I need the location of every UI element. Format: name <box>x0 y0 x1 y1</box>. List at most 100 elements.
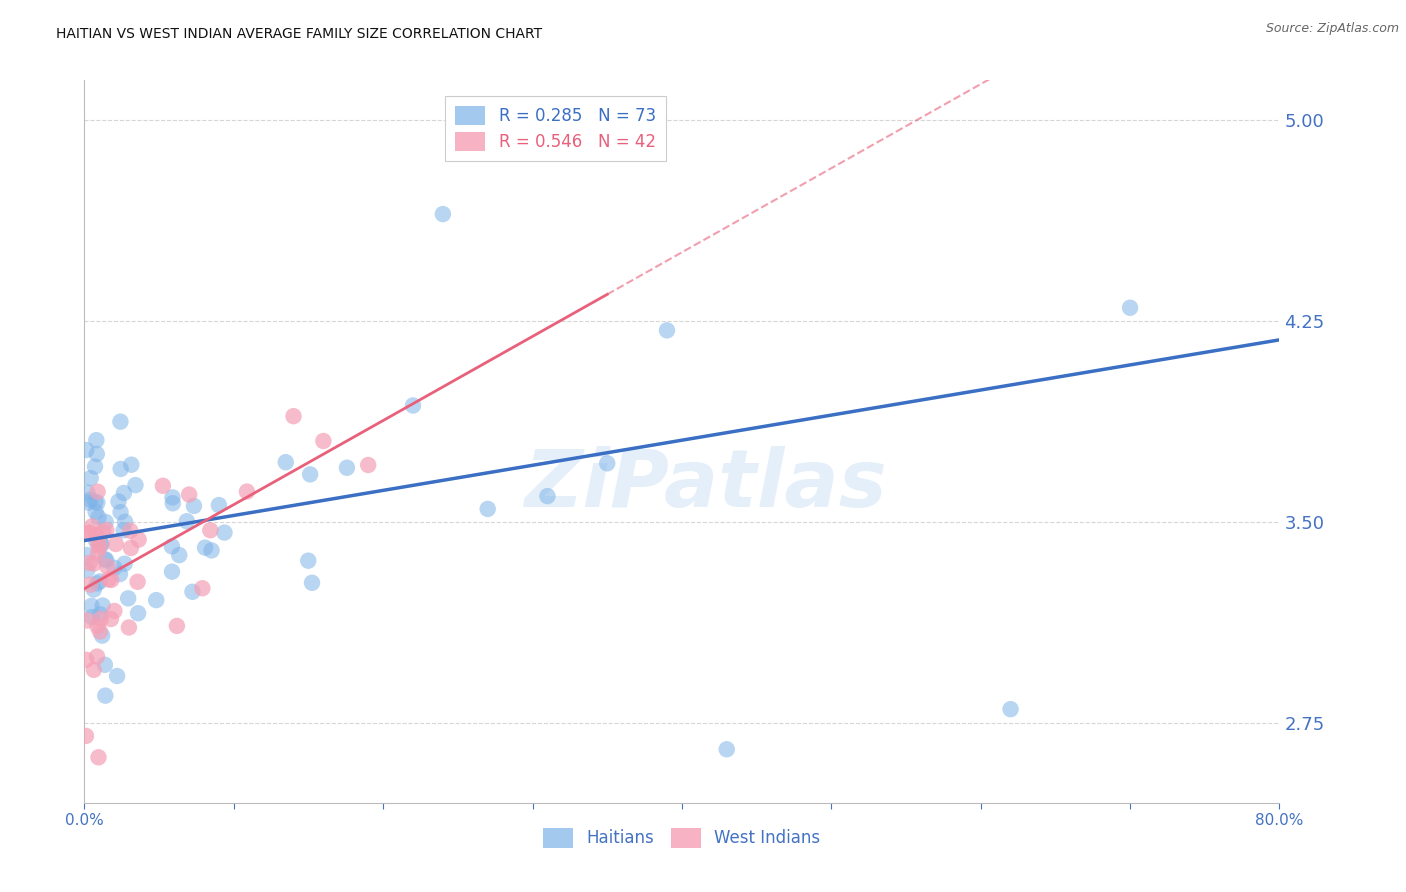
West Indians <box>97 573 120 587</box>
Haitians <box>76 548 98 562</box>
West Indians <box>283 409 305 424</box>
Haitians <box>208 498 231 512</box>
West Indians <box>80 519 103 533</box>
Haitians <box>86 433 108 447</box>
Haitians <box>84 459 107 474</box>
Haitians <box>297 554 319 568</box>
West Indians <box>77 526 100 541</box>
West Indians <box>127 574 149 589</box>
Haitians <box>86 576 108 591</box>
Haitians <box>94 515 117 529</box>
West Indians <box>236 484 259 499</box>
Haitians <box>94 689 117 703</box>
West Indians <box>75 729 97 743</box>
Haitians <box>274 455 297 469</box>
Haitians <box>86 496 108 510</box>
Haitians <box>94 657 117 672</box>
Legend: Haitians, West Indians: Haitians, West Indians <box>534 820 830 856</box>
Haitians <box>76 485 98 500</box>
Haitians <box>114 515 136 529</box>
Haitians <box>120 458 142 472</box>
Haitians <box>596 456 619 470</box>
Haitians <box>112 486 135 500</box>
Haitians <box>432 207 454 221</box>
Haitians <box>127 606 149 620</box>
Haitians <box>112 523 135 537</box>
Haitians <box>105 669 128 683</box>
Haitians <box>87 510 110 524</box>
Haitians <box>181 584 204 599</box>
Haitians <box>110 462 132 476</box>
West Indians <box>93 524 115 539</box>
West Indians <box>83 663 105 677</box>
West Indians <box>103 604 125 618</box>
West Indians <box>152 479 174 493</box>
West Indians <box>79 556 101 570</box>
Haitians <box>200 543 222 558</box>
West Indians <box>166 619 188 633</box>
West Indians <box>357 458 380 472</box>
Haitians <box>79 492 101 507</box>
Haitians <box>86 447 108 461</box>
Haitians <box>108 567 131 582</box>
Text: ZiPatlas: ZiPatlas <box>524 446 887 524</box>
Haitians <box>84 495 107 509</box>
West Indians <box>179 487 201 501</box>
Haitians <box>110 415 132 429</box>
West Indians <box>79 525 101 540</box>
West Indians <box>200 523 222 537</box>
Haitians <box>83 582 105 597</box>
West Indians <box>76 614 98 628</box>
Haitians <box>299 467 322 482</box>
Haitians <box>79 471 101 485</box>
Haitians <box>77 496 100 510</box>
West Indians <box>90 612 112 626</box>
Haitians <box>89 574 111 589</box>
Haitians <box>90 536 112 550</box>
West Indians <box>96 523 118 537</box>
Haitians <box>169 548 191 562</box>
Haitians <box>90 537 112 551</box>
West Indians <box>96 559 118 574</box>
Haitians <box>162 491 184 505</box>
West Indians <box>120 524 142 538</box>
Haitians <box>89 607 111 622</box>
West Indians <box>87 537 110 551</box>
West Indians <box>100 612 122 626</box>
Haitians <box>91 629 114 643</box>
West Indians <box>83 557 105 571</box>
Haitians <box>107 494 129 508</box>
West Indians <box>89 540 111 554</box>
West Indians <box>87 546 110 560</box>
Haitians <box>1119 301 1142 315</box>
West Indians <box>86 619 108 633</box>
West Indians <box>118 620 141 634</box>
West Indians <box>87 750 110 764</box>
West Indians <box>104 537 127 551</box>
Text: HAITIAN VS WEST INDIAN AVERAGE FAMILY SIZE CORRELATION CHART: HAITIAN VS WEST INDIAN AVERAGE FAMILY SI… <box>56 27 543 41</box>
Haitians <box>160 565 183 579</box>
West Indians <box>89 624 111 639</box>
Text: Source: ZipAtlas.com: Source: ZipAtlas.com <box>1265 22 1399 36</box>
Haitians <box>94 552 117 566</box>
Haitians <box>536 489 558 503</box>
West Indians <box>75 653 97 667</box>
Haitians <box>162 496 184 510</box>
Haitians <box>214 525 236 540</box>
Haitians <box>336 460 359 475</box>
Haitians <box>75 442 97 457</box>
Haitians <box>477 502 499 516</box>
West Indians <box>120 541 142 555</box>
Haitians <box>91 599 114 613</box>
Haitians <box>176 514 198 528</box>
Haitians <box>145 593 167 607</box>
West Indians <box>86 484 108 499</box>
Haitians <box>103 561 125 575</box>
West Indians <box>84 528 107 542</box>
West Indians <box>79 577 101 591</box>
Haitians <box>402 399 425 413</box>
Haitians <box>110 505 132 519</box>
Haitians <box>84 505 107 519</box>
West Indians <box>191 581 214 595</box>
Haitians <box>76 563 98 577</box>
